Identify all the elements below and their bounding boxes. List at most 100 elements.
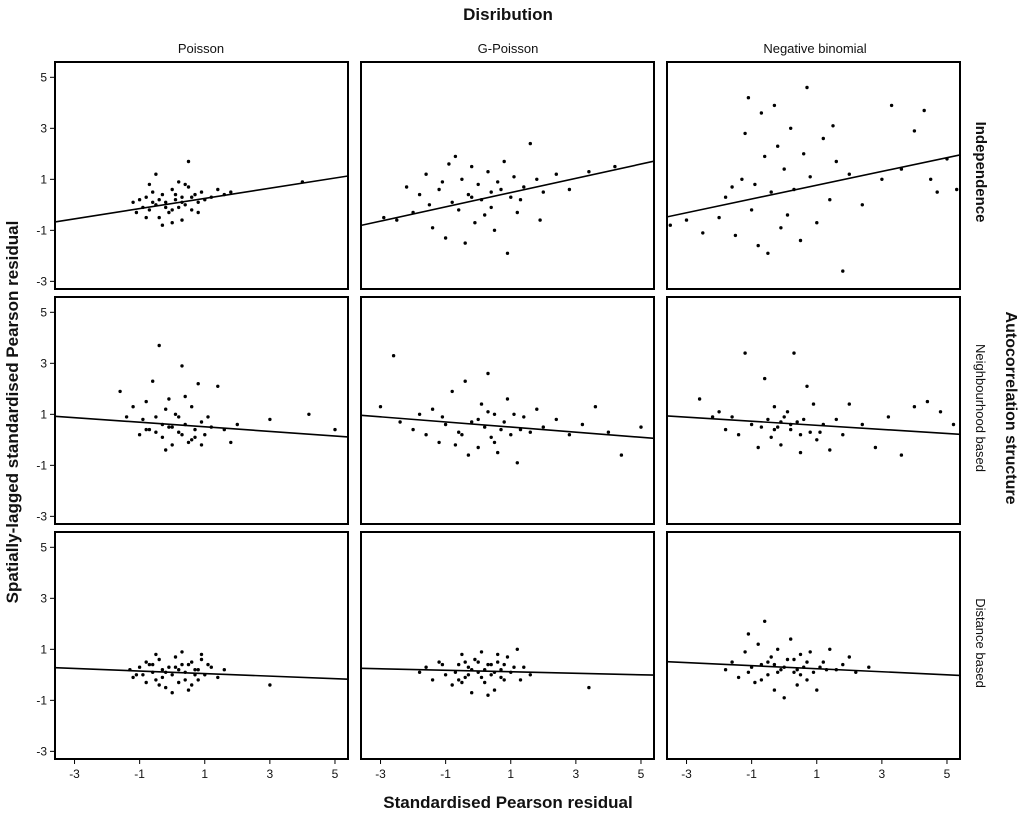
data-point [528, 430, 532, 434]
data-point [235, 422, 239, 427]
data-point [164, 205, 168, 210]
panel-frame [666, 61, 961, 290]
data-point [186, 440, 191, 445]
data-point [841, 433, 845, 437]
data-point [378, 405, 383, 409]
data-point [157, 683, 161, 687]
data-point [154, 415, 158, 419]
y-tick-label: 3 [40, 121, 47, 135]
data-point [209, 665, 213, 669]
data-point [512, 665, 516, 669]
data-point [789, 427, 793, 432]
data-point [466, 192, 471, 197]
y-tick-label: 3 [40, 356, 47, 370]
x-tick-label: -1 [440, 767, 451, 781]
data-point [522, 665, 526, 669]
data-point [486, 662, 490, 667]
data-point [815, 688, 819, 692]
data-point [798, 450, 803, 455]
data-point [483, 425, 487, 429]
data-point [141, 417, 145, 422]
data-point [515, 647, 519, 651]
data-point [144, 427, 148, 432]
x-tick-label: -3 [69, 767, 80, 781]
data-point [789, 126, 793, 130]
data-point [466, 673, 471, 677]
data-point [222, 668, 226, 672]
data-point [141, 673, 145, 677]
data-point [170, 208, 174, 212]
data-point [479, 650, 484, 654]
panel-content [361, 141, 654, 255]
data-point [489, 435, 493, 439]
data-point [854, 670, 858, 674]
data-point [199, 420, 204, 424]
x-tick-label: 3 [573, 767, 580, 781]
data-point [860, 422, 864, 427]
data-point [450, 683, 454, 687]
data-point [183, 678, 187, 682]
data-point [619, 453, 624, 457]
data-point [164, 685, 168, 690]
panel-content [667, 619, 960, 700]
panel-content [55, 159, 348, 227]
data-point [199, 657, 204, 662]
panel-neighbourhood-based-g-poisson [360, 296, 655, 525]
data-point [955, 187, 959, 192]
x-tick-label: 1 [507, 767, 514, 781]
y-tick-label: -3 [36, 509, 47, 523]
data-point [447, 162, 451, 166]
data-point [154, 652, 158, 657]
data-point [756, 445, 760, 450]
data-point [453, 154, 458, 159]
data-point [486, 410, 490, 414]
data-point [440, 415, 445, 419]
data-point [730, 415, 734, 419]
data-point [951, 422, 956, 427]
data-point [759, 111, 764, 115]
y-tick-label: 5 [40, 540, 47, 554]
panel-neighbourhood-based-poisson: -3 -1 1 3 5 [36, 296, 349, 525]
data-point [190, 405, 194, 409]
data-point [766, 673, 770, 677]
data-point [190, 438, 194, 442]
data-point [759, 425, 764, 429]
data-point [743, 650, 747, 654]
data-point [144, 660, 148, 664]
y-tick-label: -3 [36, 744, 47, 758]
data-point [772, 427, 777, 432]
data-point [177, 668, 181, 672]
data-point [479, 675, 484, 680]
data-point [466, 665, 471, 669]
panel-independence-g-poisson [360, 61, 655, 290]
panel-frame [54, 61, 349, 290]
data-point [160, 668, 165, 672]
data-point [701, 231, 705, 235]
data-point [440, 180, 445, 184]
data-point [470, 164, 474, 169]
panel-frame [666, 531, 961, 760]
data-point [847, 172, 851, 176]
data-point [147, 208, 152, 212]
data-point [723, 668, 728, 672]
data-point [193, 435, 197, 439]
data-point [779, 668, 783, 672]
x-tick-label: -3 [375, 767, 386, 781]
data-point [147, 662, 152, 667]
data-point [424, 433, 428, 437]
data-point [160, 435, 165, 439]
data-point [867, 665, 871, 669]
data-point [795, 420, 799, 424]
data-point [776, 670, 780, 674]
data-point [828, 198, 832, 202]
data-point [404, 185, 409, 189]
data-point [782, 415, 786, 419]
data-point [756, 243, 760, 248]
data-point [180, 662, 184, 667]
data-point [457, 208, 461, 212]
data-point [476, 660, 480, 664]
data-point [730, 660, 734, 664]
data-point [492, 228, 497, 232]
data-point [736, 433, 741, 437]
data-point [483, 213, 487, 217]
